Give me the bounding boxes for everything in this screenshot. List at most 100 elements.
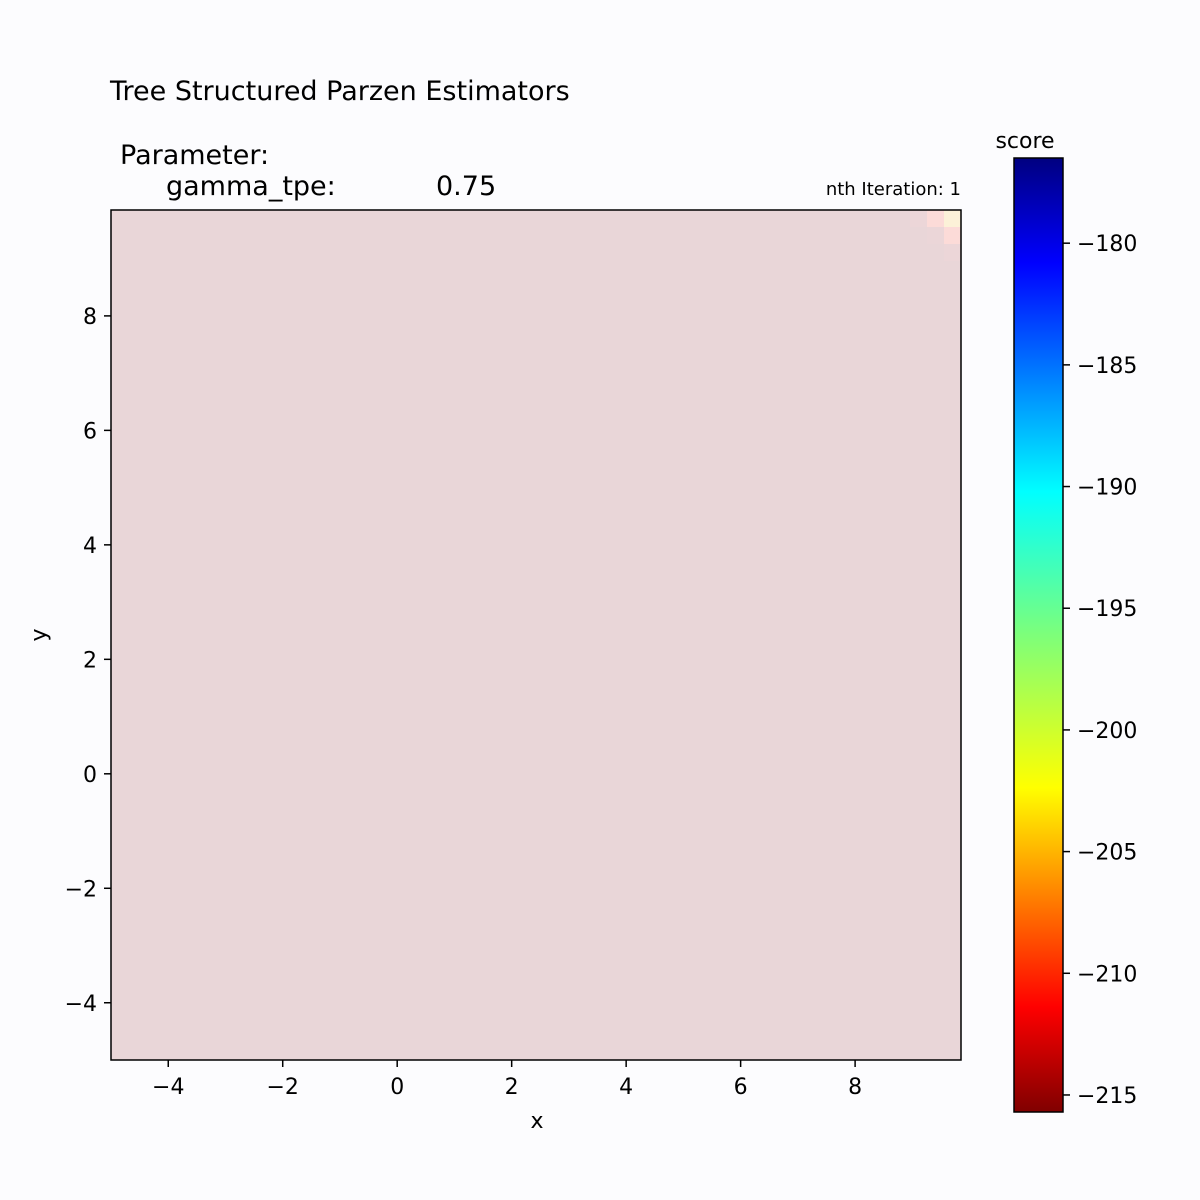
heatmap-cell <box>808 635 826 653</box>
heatmap-cell <box>349 363 367 381</box>
heatmap-cell <box>791 822 809 840</box>
heatmap-cell <box>587 550 605 568</box>
heatmap-cell <box>604 227 622 245</box>
heatmap-cell <box>332 618 350 636</box>
heatmap-cell <box>587 975 605 993</box>
heatmap-cell <box>689 550 707 568</box>
heatmap-cell <box>842 805 860 823</box>
heatmap-cell <box>944 652 961 670</box>
heatmap-cell <box>485 1009 503 1027</box>
heatmap-cell <box>672 329 690 347</box>
heatmap-cell <box>893 227 911 245</box>
heatmap-cell <box>842 516 860 534</box>
heatmap-cell <box>808 686 826 704</box>
heatmap-cell <box>604 499 622 517</box>
heatmap-cell <box>757 1043 775 1060</box>
heatmap-cell <box>366 958 384 976</box>
heatmap-cell <box>910 788 928 806</box>
heatmap-cell <box>468 244 486 262</box>
heatmap-cell <box>944 1009 961 1027</box>
heatmap-cell <box>519 703 537 721</box>
heatmap-cell <box>638 856 656 874</box>
heatmap-cell <box>655 839 673 857</box>
heatmap-cell <box>519 924 537 942</box>
heatmap-cell <box>791 329 809 347</box>
heatmap-cell <box>332 431 350 449</box>
heatmap-cell <box>757 1009 775 1027</box>
heatmap-cell <box>468 754 486 772</box>
heatmap-cell <box>349 941 367 959</box>
heatmap-cell <box>621 414 639 432</box>
heatmap-cell <box>570 448 588 466</box>
heatmap-cell <box>757 652 775 670</box>
heatmap-cell <box>706 414 724 432</box>
heatmap-cell <box>502 958 520 976</box>
heatmap-cell <box>298 567 316 585</box>
heatmap-cell <box>859 941 877 959</box>
heatmap-cell <box>247 720 265 738</box>
heatmap-cell <box>842 703 860 721</box>
x-tick-label: −4 <box>152 1075 184 1100</box>
colorbar-tick-label: −195 <box>1077 597 1137 622</box>
heatmap-cell <box>128 363 146 381</box>
heatmap-cell <box>757 1026 775 1044</box>
heatmap-cell <box>791 567 809 585</box>
heatmap-cell <box>723 465 741 483</box>
parameter-name: gamma_tpe: <box>166 171 336 202</box>
heatmap-cell <box>196 414 214 432</box>
heatmap-cell <box>196 482 214 500</box>
heatmap-cell <box>808 465 826 483</box>
heatmap-cell <box>247 1043 265 1060</box>
heatmap-cell <box>570 244 588 262</box>
heatmap-cell <box>281 550 299 568</box>
heatmap-cell <box>740 1009 758 1027</box>
heatmap-cell <box>570 295 588 313</box>
heatmap-cell <box>111 380 129 398</box>
heatmap-cell <box>944 312 961 330</box>
heatmap-cell <box>859 584 877 602</box>
heatmap-cell <box>468 720 486 738</box>
heatmap-cell <box>281 567 299 585</box>
heatmap-cell <box>944 448 961 466</box>
heatmap-cell <box>808 499 826 517</box>
heatmap-cell <box>604 1009 622 1027</box>
heatmap-cell <box>638 584 656 602</box>
heatmap-cell <box>332 244 350 262</box>
heatmap-cell <box>655 295 673 313</box>
heatmap-cell <box>944 975 961 993</box>
heatmap-cell <box>213 533 231 551</box>
heatmap-cell <box>298 652 316 670</box>
heatmap-cell <box>876 295 894 313</box>
heatmap-cell <box>434 873 452 891</box>
heatmap-cell <box>774 601 792 619</box>
heatmap-cell <box>774 533 792 551</box>
heatmap-cell <box>621 465 639 483</box>
heatmap-cell <box>604 618 622 636</box>
heatmap-cell <box>502 873 520 891</box>
heatmap-cell <box>281 261 299 279</box>
heatmap-cell <box>383 839 401 857</box>
heatmap-cell <box>723 771 741 789</box>
heatmap-cell <box>757 567 775 585</box>
heatmap-cell <box>468 414 486 432</box>
heatmap-cell <box>400 805 418 823</box>
heatmap-cell <box>553 975 571 993</box>
heatmap-cell <box>570 805 588 823</box>
heatmap-cell <box>247 958 265 976</box>
heatmap-cell <box>757 992 775 1010</box>
heatmap-cell <box>808 856 826 874</box>
heatmap-cell <box>485 618 503 636</box>
heatmap-cell <box>332 567 350 585</box>
heatmap-cell <box>264 244 282 262</box>
heatmap-cell <box>672 1043 690 1060</box>
heatmap-cell <box>859 669 877 687</box>
heatmap-cell <box>315 839 333 857</box>
heatmap-cell <box>842 550 860 568</box>
heatmap-cell <box>774 975 792 993</box>
heatmap-cell <box>281 329 299 347</box>
heatmap-cell <box>434 839 452 857</box>
heatmap-cell <box>638 346 656 364</box>
heatmap-cell <box>655 499 673 517</box>
heatmap-cell <box>604 550 622 568</box>
heatmap-cell <box>145 363 163 381</box>
